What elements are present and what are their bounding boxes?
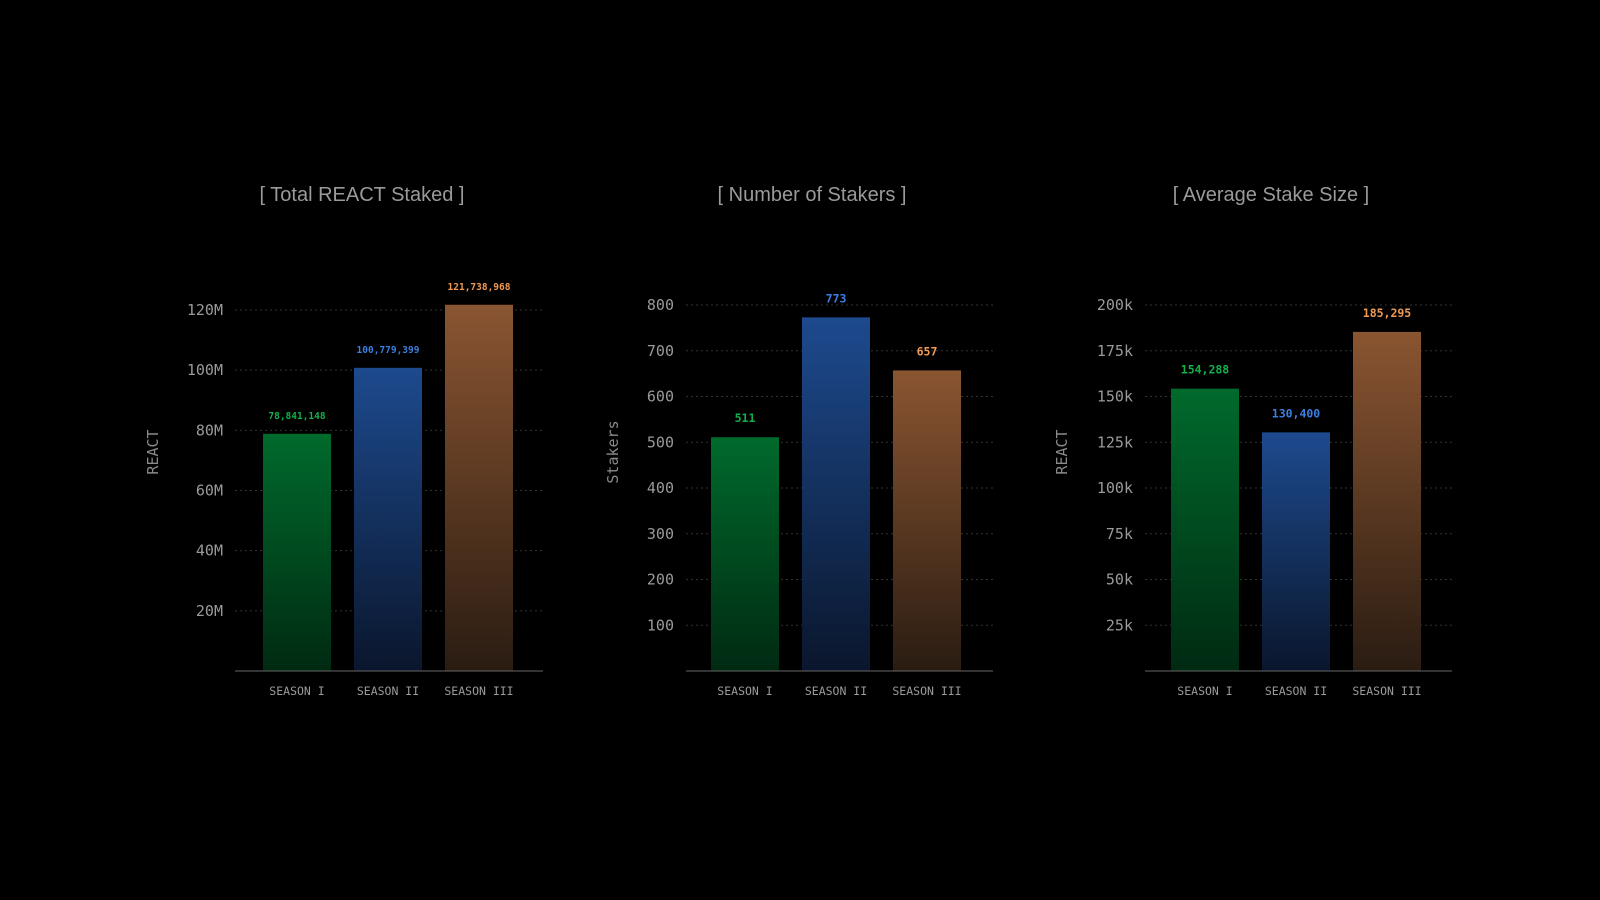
y-tick-label: 300 [647,525,674,543]
y-tick-label: 60M [196,482,223,500]
y-tick-label: 100M [187,361,223,379]
y-tick-label: 600 [647,388,674,406]
bar-season-iii [893,370,961,671]
y-tick-label: 200k [1097,296,1133,314]
y-tick-label: 400 [647,479,674,497]
y-tick-label: 120M [187,301,223,319]
data-label: 154,288 [1181,363,1230,377]
chart-title: [ Average Stake Size ] [1173,184,1369,206]
data-label: 657 [917,344,938,358]
y-tick-label: 20M [196,602,223,620]
data-label: 100,779,399 [357,345,420,356]
data-label: 130,400 [1272,406,1321,420]
y-tick-label: 200 [647,571,674,589]
x-tick-label: SEASON II [1265,684,1327,698]
x-tick-label: SEASON II [357,684,419,698]
y-axis-label: REACT [144,429,162,474]
bar-season-ii [802,317,870,671]
data-label: 773 [826,291,847,305]
bar-season-iii [445,304,513,671]
data-label: 121,738,968 [448,282,511,293]
x-tick-label: SEASON III [1352,684,1421,698]
bar-season-i [263,433,331,671]
y-axis-label: REACT [1053,429,1071,474]
y-tick-label: 40M [196,542,223,560]
data-label: 78,841,148 [268,411,325,422]
x-tick-label: SEASON I [269,684,324,698]
y-tick-label: 80M [196,421,223,439]
y-tick-label: 100k [1097,479,1133,497]
y-tick-label: 100 [647,616,674,634]
bar-season-ii [354,367,422,671]
x-tick-label: SEASON I [717,684,772,698]
data-label: 185,295 [1363,306,1412,320]
y-axis-label: Stakers [604,420,622,483]
y-tick-label: 25k [1106,616,1133,634]
bar-season-iii [1353,331,1421,671]
y-tick-label: 75k [1106,525,1133,543]
y-tick-label: 700 [647,342,674,360]
y-tick-label: 50k [1106,571,1133,589]
chart-title: [ Total REACT Staked ] [260,184,465,206]
x-tick-label: SEASON II [805,684,867,698]
x-tick-label: SEASON I [1177,684,1232,698]
y-tick-label: 125k [1097,433,1133,451]
bar-season-i [711,437,779,671]
y-tick-label: 150k [1097,388,1133,406]
bar-season-ii [1262,432,1330,671]
x-tick-label: SEASON III [892,684,961,698]
data-label: 511 [735,411,756,425]
y-tick-label: 175k [1097,342,1133,360]
bar-season-i [1171,388,1239,671]
y-tick-label: 500 [647,433,674,451]
chart-title: [ Number of Stakers ] [718,184,907,206]
x-tick-label: SEASON III [444,684,513,698]
y-tick-label: 800 [647,296,674,314]
